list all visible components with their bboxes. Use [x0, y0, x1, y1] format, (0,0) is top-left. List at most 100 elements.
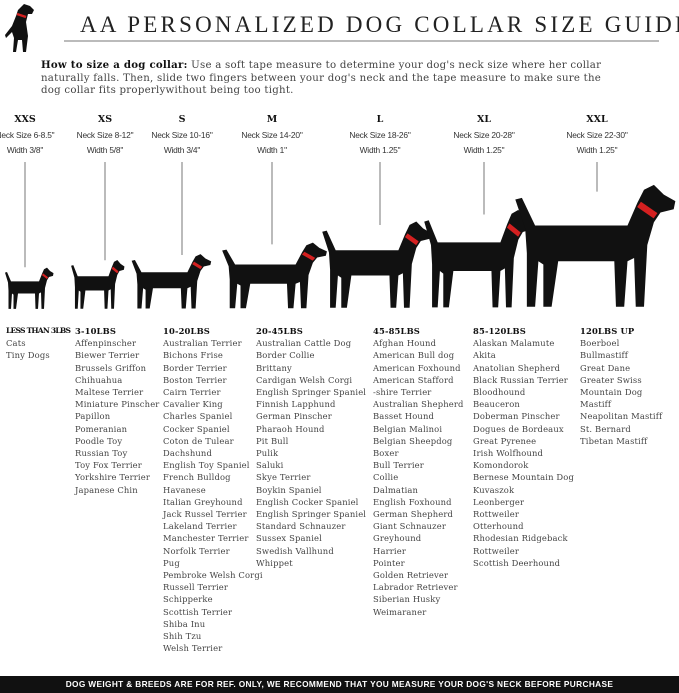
breed-item: Maltese Terrier	[75, 387, 144, 398]
breed-item: English Springer Spaniel	[256, 509, 367, 520]
breed-item: Shiba Inu	[163, 618, 206, 629]
dog-silhouette-l	[322, 221, 431, 308]
title-divider	[64, 40, 659, 42]
weight-heading: 45-85LBS	[373, 326, 421, 336]
breed-item: Boerboel	[580, 338, 620, 349]
dog-silhouette-xxl	[515, 184, 676, 307]
breed-item: Neapolitan Mastiff	[580, 411, 663, 422]
breed-column: 20-45LBS Australian Cattle Dog Border Coll…	[256, 325, 366, 569]
breed-item: Rottweiler	[473, 509, 520, 520]
weight-heading: 20-45LBS	[256, 326, 304, 336]
breed-column: 45-85LBS Afghan Hound American Bull dog Ame…	[373, 325, 464, 618]
breed-item: Border Terrier	[163, 362, 227, 373]
breed-item: Beauceron	[473, 399, 520, 410]
breed-item: Australian Terrier	[163, 338, 242, 349]
footer-disclaimer: DOG WEIGHT & BREEDS ARE FOR REF. ONLY, W…	[0, 676, 679, 693]
collar-width: Width 1.25"	[576, 145, 618, 155]
size-code: XXS	[14, 114, 36, 125]
breed-column: LESS THAN 3LBS Cats Tiny Dogs	[6, 325, 71, 362]
breed-item: Cats	[6, 338, 26, 349]
collar-icon	[404, 233, 419, 246]
breed-item: Labrador Retriever	[373, 582, 458, 593]
breed-item: Afghan Hound	[373, 338, 437, 349]
collar-width: Width 1.25"	[463, 145, 505, 155]
breed-item: Greyhound	[373, 533, 422, 544]
breed-item: American Stafford	[373, 374, 454, 385]
breed-item: Havanese	[163, 484, 206, 495]
breed-item: Manchester Terrier	[163, 533, 249, 544]
intro-body: Use a soft tape measure to determine you…	[41, 60, 602, 96]
breed-item: Dalmatian	[373, 484, 419, 495]
breed-item: Shih Tzu	[163, 631, 202, 642]
dog-body	[222, 242, 327, 309]
breed-item: German Shepherd	[373, 509, 454, 520]
dog-body	[131, 254, 212, 309]
breed-item: Komondorok	[473, 460, 529, 471]
breed-item: Siberian Husky	[373, 594, 441, 605]
breed-item: Australian Shepherd	[373, 399, 464, 410]
breed-item: St. Bernard	[580, 423, 631, 434]
breed-item: Golden Retriever	[373, 570, 449, 581]
breed-item: Welsh Terrier	[163, 643, 223, 654]
breed-item: Brittany	[256, 362, 292, 373]
breed-item: Saluki	[256, 460, 284, 471]
breed-item: Greater Swiss	[580, 374, 642, 385]
breed-item: Cairn Terrier	[163, 387, 221, 398]
breed-column: 10-20LBS Australian Terrier Bichons Frise B…	[163, 325, 263, 654]
breed-item: Jack Russel Terrier	[163, 509, 247, 520]
breed-column: 85-120LBS Alaskan Malamute Akita Anatolian …	[473, 325, 574, 569]
neck-size: Neck Size 14-20"	[241, 130, 303, 140]
breed-item: Norfolk Terrier	[163, 545, 230, 556]
breed-item: Alaskan Malamute	[473, 338, 555, 349]
collar-icon	[111, 266, 119, 274]
breed-item: Papillon	[75, 411, 111, 422]
breed-item: English Toy Spaniel	[163, 460, 250, 471]
breed-item: Collie	[373, 472, 399, 483]
breed-item: Pug	[163, 557, 180, 568]
breed-item: Tiny Dogs	[6, 350, 50, 361]
intro-label: How to size a dog collar:	[41, 59, 188, 71]
collar-width: Width 1"	[257, 145, 287, 155]
breed-item: Irish Wolfhound	[473, 448, 544, 459]
breed-item: Great Pyrenee	[473, 435, 537, 446]
breed-item: Pointer	[373, 557, 405, 568]
breed-item: Bullmastiff	[580, 350, 629, 361]
dog-silhouette-xl	[424, 209, 533, 308]
breed-item: Dogues de Bordeaux	[473, 423, 564, 434]
breed-item: Scottish Deerhound	[473, 557, 561, 568]
breed-item: Border Collie	[256, 350, 315, 361]
breed-item: Otterhound	[473, 521, 524, 532]
collar-width: Width 5/8"	[86, 145, 124, 155]
breed-item: Yorkshire Terrier	[75, 472, 150, 483]
breed-item: Bloodhound	[473, 387, 526, 398]
breed-item: American Foxhound	[373, 362, 461, 373]
breed-item: Russell Terrier	[163, 582, 229, 593]
breed-item: Swedish Vallhund	[256, 545, 334, 556]
breed-item: Giant Schnauzer	[373, 521, 447, 532]
breed-item: Affenpinscher	[75, 338, 137, 349]
breed-item: Weimaraner	[373, 606, 427, 617]
breed-item: Toy Fox Terrier	[75, 460, 142, 471]
breed-item: English Foxhound	[373, 496, 452, 507]
logo-dog-icon	[5, 4, 34, 52]
breed-item: Mountain Dog	[580, 387, 643, 398]
collar-icon	[192, 261, 203, 270]
breed-item: Pit Bull	[256, 435, 289, 446]
breed-item: Standard Schnauzer	[256, 521, 346, 532]
dog-body	[322, 221, 431, 308]
breed-item: Lakeland Terrier	[163, 521, 237, 532]
breed-item: Cardigan Welsh Corgi	[256, 374, 353, 385]
breed-item: Boxer	[373, 448, 399, 459]
breed-item: Biewer Terrier	[75, 350, 140, 361]
intro-text: How to size a dog collar: Use a soft tap…	[41, 59, 621, 98]
breed-item: Boston Terrier	[163, 374, 227, 385]
neck-size: Neck Size 8-12"	[76, 130, 134, 140]
breed-item: Whippet	[256, 557, 293, 568]
breed-item: Belgian Sheepdog	[373, 435, 453, 446]
collar-width: Width 3/4"	[163, 145, 201, 155]
neck-size: Neck Size 22-30"	[566, 130, 628, 140]
breed-item: Bichons Frise	[163, 350, 224, 361]
collar-width: Width 1.25"	[359, 145, 401, 155]
size-label-xl: XL Neck Size 20-28" Width 1.25"	[439, 114, 529, 158]
dog-body	[515, 184, 676, 307]
